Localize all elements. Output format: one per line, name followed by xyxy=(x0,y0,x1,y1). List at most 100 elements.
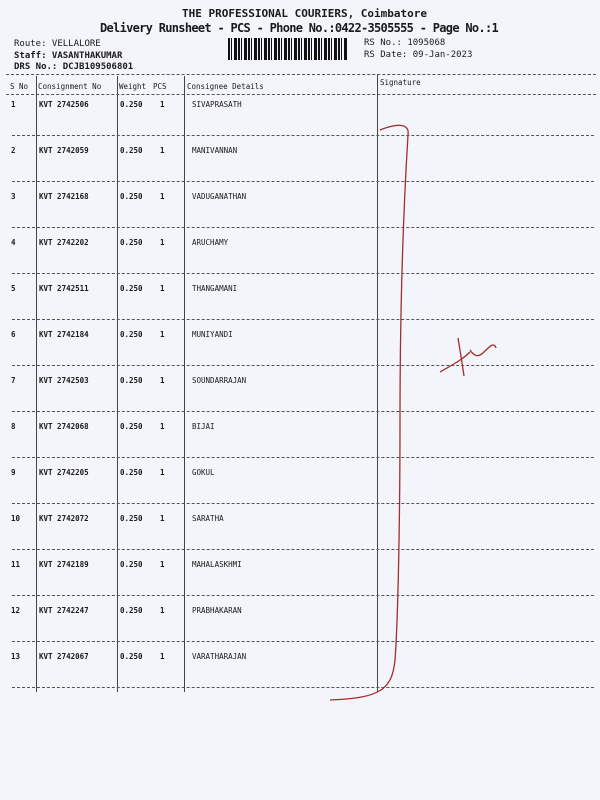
row-sno: 13 xyxy=(11,652,21,661)
row-pcs: 1 xyxy=(160,330,165,339)
row-sno: 5 xyxy=(11,284,16,293)
row-sno: 4 xyxy=(11,238,16,247)
column-rule xyxy=(377,74,378,692)
row-divider xyxy=(12,595,594,596)
row-consignment-no: KVT 2742202 xyxy=(39,238,89,247)
column-rule xyxy=(117,76,118,692)
row-weight: 0.250 xyxy=(120,422,143,431)
row-pcs: 1 xyxy=(160,376,165,385)
row-consignee: SOUNDARRAJAN xyxy=(192,376,247,385)
row-consignment-no: KVT 2742072 xyxy=(39,514,89,523)
row-divider xyxy=(12,641,594,642)
row-sno: 8 xyxy=(11,422,16,431)
row-consignee: MUNIYANDI xyxy=(192,330,233,339)
row-consignment-no: KVT 2742184 xyxy=(39,330,89,339)
col-header-consignment: Consignment No xyxy=(38,82,102,91)
row-consignee: SIVAPRASATH xyxy=(192,100,242,109)
row-sno: 6 xyxy=(11,330,16,339)
row-consignee: ARUCHAMY xyxy=(192,238,229,247)
row-weight: 0.250 xyxy=(120,652,143,661)
row-consignment-no: KVT 2742503 xyxy=(39,376,89,385)
barcode xyxy=(228,38,348,60)
row-sno: 9 xyxy=(11,468,16,477)
col-header-weight: Weight xyxy=(119,82,147,91)
row-sno: 11 xyxy=(11,560,21,569)
row-divider xyxy=(12,135,594,136)
row-weight: 0.250 xyxy=(120,514,143,523)
row-divider xyxy=(12,227,594,228)
row-consignment-no: KVT 2742067 xyxy=(39,652,89,661)
row-pcs: 1 xyxy=(160,560,165,569)
row-weight: 0.250 xyxy=(120,606,143,615)
row-pcs: 1 xyxy=(160,422,165,431)
row-pcs: 1 xyxy=(160,514,165,523)
row-consignment-no: KVT 2742189 xyxy=(39,560,89,569)
col-header-signature: Signature xyxy=(380,78,421,87)
row-pcs: 1 xyxy=(160,146,165,155)
row-consignee: GOKUL xyxy=(192,468,215,477)
row-consignee: BIJAI xyxy=(192,422,215,431)
row-weight: 0.250 xyxy=(120,330,143,339)
row-divider xyxy=(12,687,594,688)
row-divider xyxy=(12,457,594,458)
row-consignee: PRABHAKARAN xyxy=(192,606,242,615)
row-weight: 0.250 xyxy=(120,376,143,385)
divider xyxy=(6,94,596,95)
staff: Staff: VASANTHAKUMAR xyxy=(14,51,123,61)
row-weight: 0.250 xyxy=(120,560,143,569)
row-pcs: 1 xyxy=(160,192,165,201)
row-pcs: 1 xyxy=(160,100,165,109)
row-consignee: THANGAMANI xyxy=(192,284,238,293)
row-pcs: 1 xyxy=(160,652,165,661)
row-pcs: 1 xyxy=(160,284,165,293)
row-consignee: VARATHARAJAN xyxy=(192,652,247,661)
row-pcs: 1 xyxy=(160,606,165,615)
row-pcs: 1 xyxy=(160,468,165,477)
row-divider xyxy=(12,411,594,412)
rs-date: RS Date: 09-Jan-2023 xyxy=(364,50,473,60)
row-consignment-no: KVT 2742059 xyxy=(39,146,89,155)
row-consignee: VADUGANATHAN xyxy=(192,192,247,201)
row-consignment-no: KVT 2742247 xyxy=(39,606,89,615)
row-consignee: MAHALASKHMI xyxy=(192,560,242,569)
row-divider xyxy=(12,503,594,504)
col-header-pcs: PCS xyxy=(153,82,167,91)
row-divider xyxy=(12,365,594,366)
row-divider xyxy=(12,549,594,550)
row-consignment-no: KVT 2742506 xyxy=(39,100,89,109)
company-title: THE PROFESSIONAL COURIERS, Coimbatore xyxy=(182,7,428,20)
row-consignment-no: KVT 2742205 xyxy=(39,468,89,477)
row-consignee: SARATHA xyxy=(192,514,224,523)
column-rule xyxy=(184,76,185,692)
runsheet-subtitle: Delivery Runsheet - PCS - Phone No.:0422… xyxy=(100,21,499,35)
drs-number: DRS No.: DCJB109506801 xyxy=(14,62,134,72)
row-sno: 10 xyxy=(11,514,21,523)
row-pcs: 1 xyxy=(160,238,165,247)
row-weight: 0.250 xyxy=(120,100,143,109)
row-sno: 12 xyxy=(11,606,21,615)
row-sno: 2 xyxy=(11,146,16,155)
row-divider xyxy=(12,273,594,274)
row-weight: 0.250 xyxy=(120,284,143,293)
rs-number: RS No.: 1095068 xyxy=(364,38,446,48)
signature-stroke xyxy=(329,124,409,701)
row-consignment-no: KVT 2742068 xyxy=(39,422,89,431)
row-divider xyxy=(12,319,594,320)
row-weight: 0.250 xyxy=(120,146,143,155)
col-header-consignee: Consignee Details xyxy=(187,82,264,91)
row-sno: 1 xyxy=(11,100,16,109)
row-consignment-no: KVT 2742168 xyxy=(39,192,89,201)
column-rule xyxy=(36,76,37,692)
col-header-sno: S No xyxy=(10,82,29,91)
row-weight: 0.250 xyxy=(120,468,143,477)
row-divider xyxy=(12,181,594,182)
row-consignment-no: KVT 2742511 xyxy=(39,284,89,293)
signature-initials xyxy=(439,337,497,377)
row-sno: 3 xyxy=(11,192,16,201)
row-consignee: MANIVANNAN xyxy=(192,146,238,155)
divider xyxy=(6,74,596,75)
row-sno: 7 xyxy=(11,376,16,385)
route: Route: VELLALORE xyxy=(14,39,101,49)
row-weight: 0.250 xyxy=(120,192,143,201)
